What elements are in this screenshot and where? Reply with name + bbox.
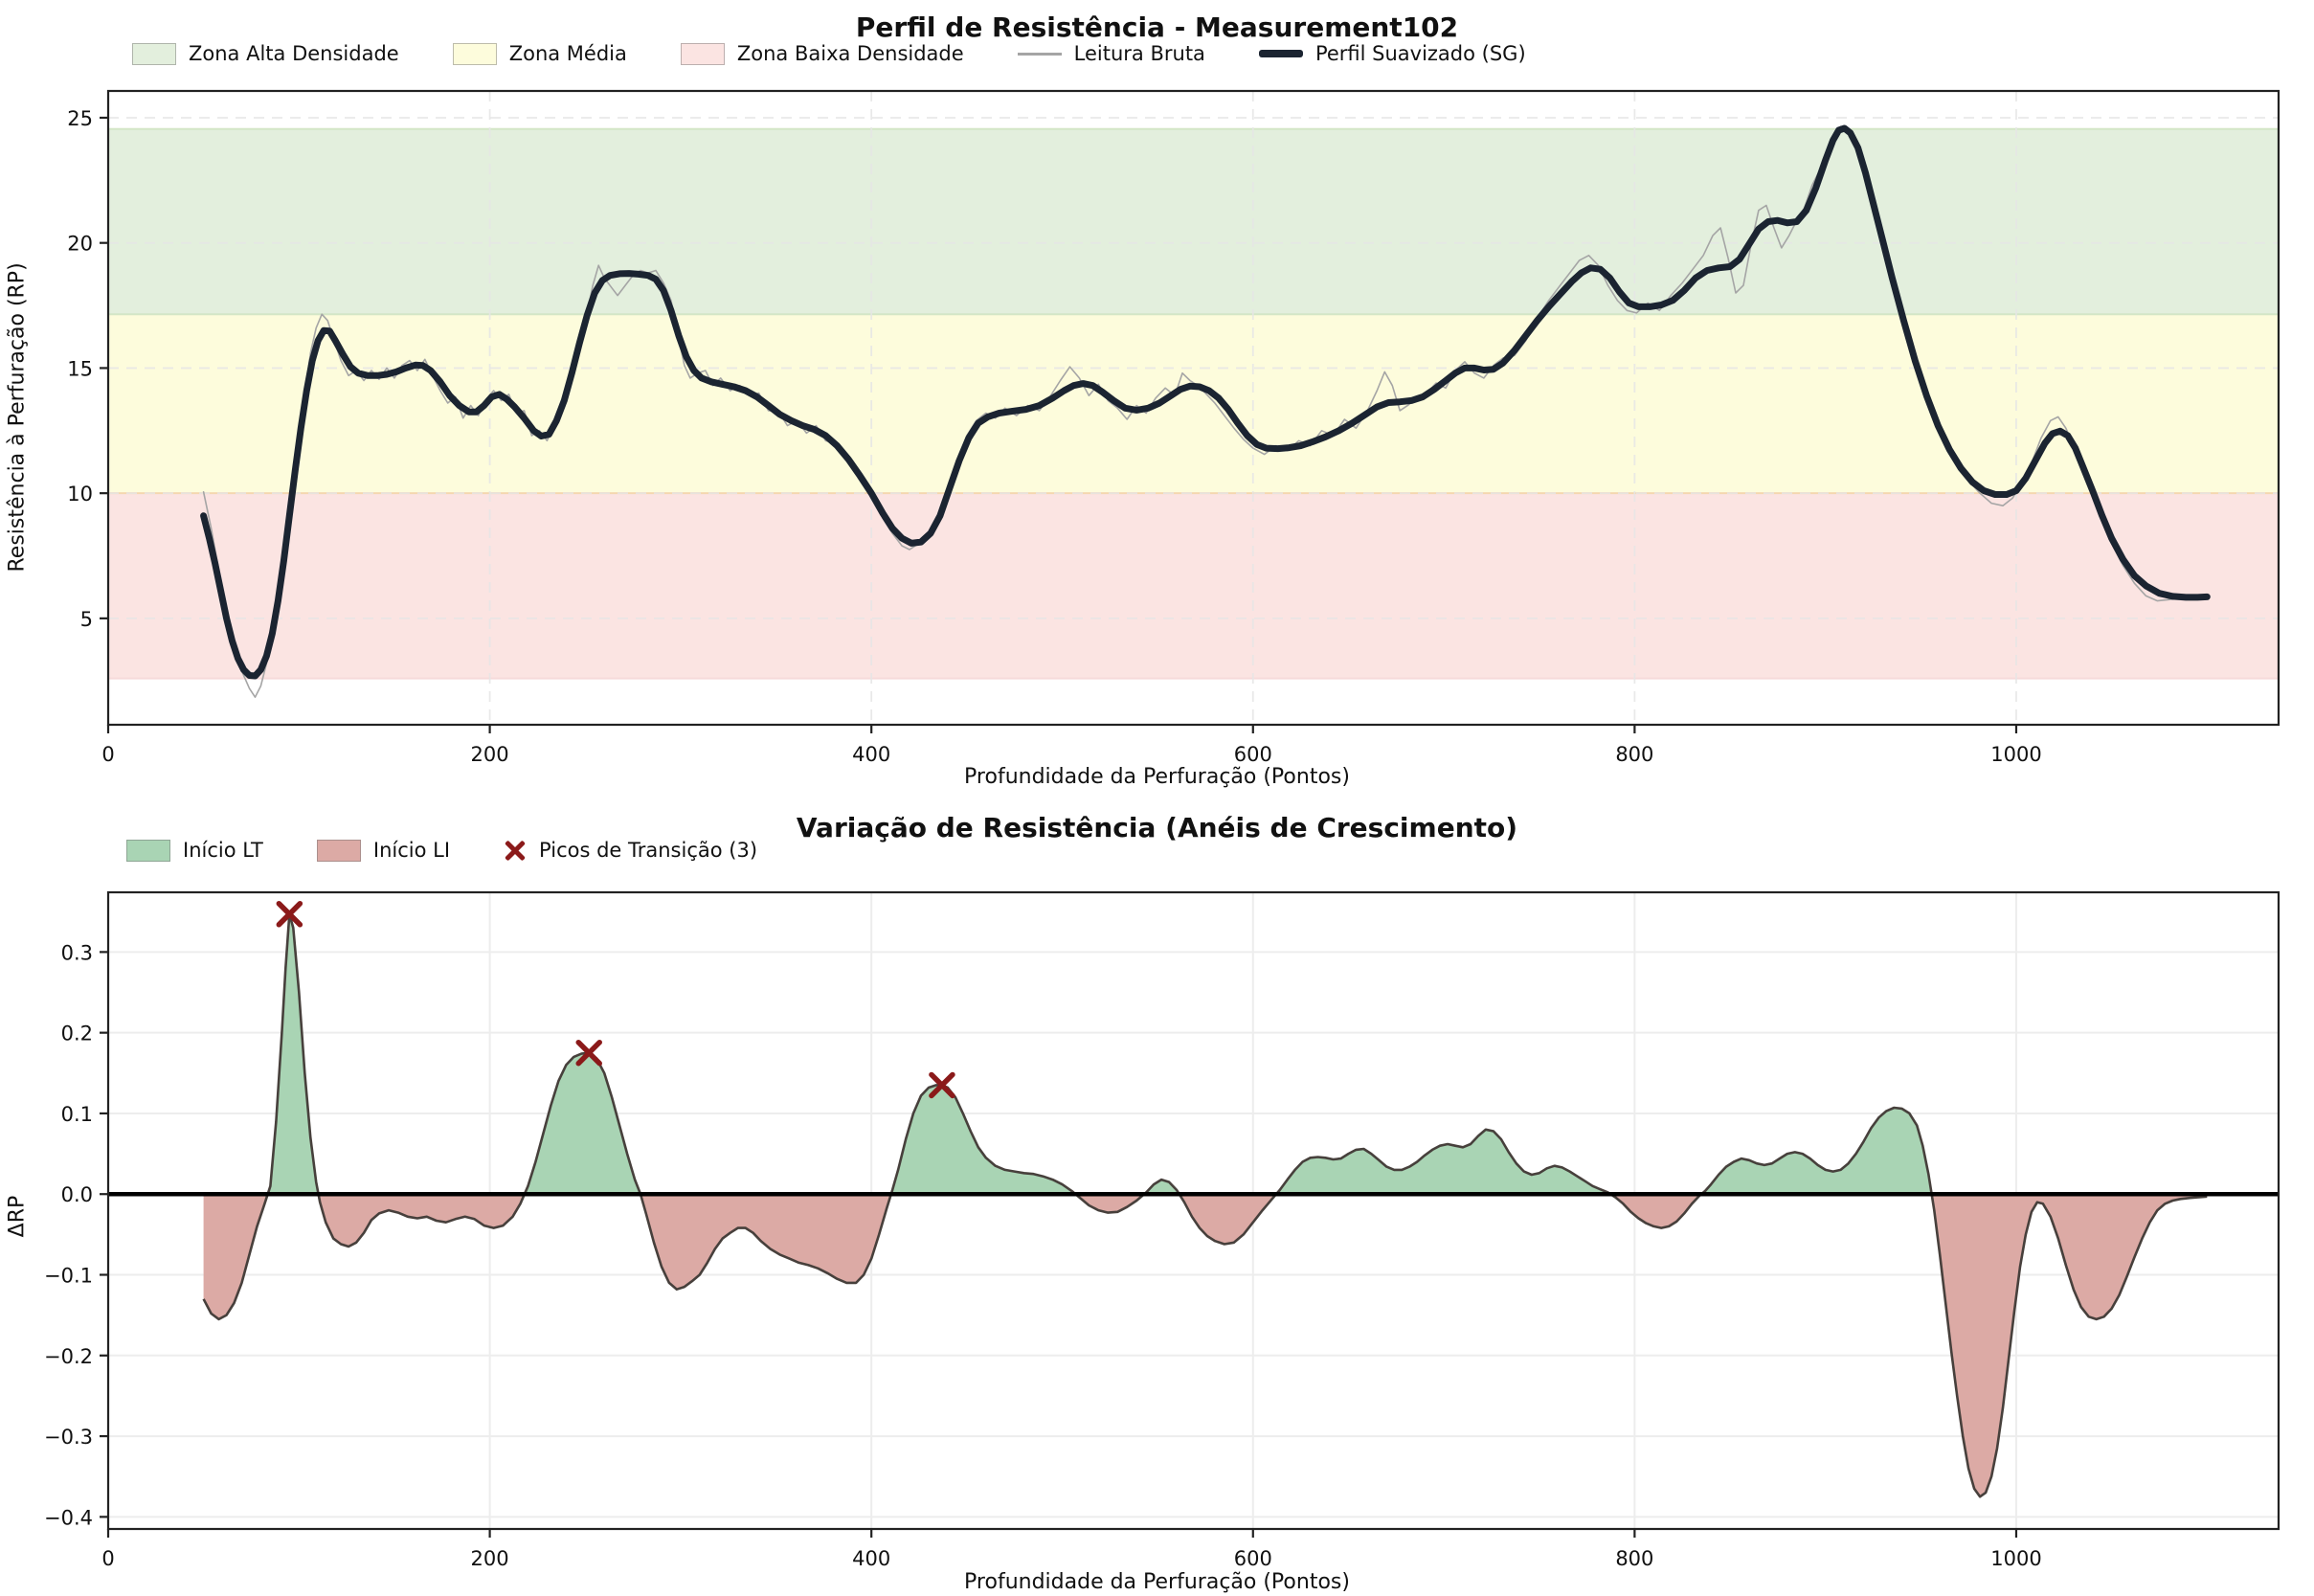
transition-peak-marker	[276, 901, 303, 928]
top-chart-legend: Zona Alta Densidade Zona Média Zona Baix…	[132, 42, 1526, 65]
legend-label: Zona Média	[508, 42, 627, 65]
bottom-x-tick-label: 800	[1615, 1547, 1653, 1570]
legend-label: Início LT	[183, 839, 263, 862]
bottom-y-tick-label: 0.2	[61, 1023, 93, 1045]
legend-item-zona-media: Zona Média	[452, 42, 627, 65]
bottom-chart-legend: Início LT Início LI Picos de Transição (…	[126, 839, 757, 862]
legend-label: Zona Baixa Densidade	[736, 42, 964, 65]
top-x-tick-label: 400	[852, 743, 890, 766]
negative-fill-swatch-icon	[316, 839, 361, 862]
legend-item-perfil-suavizado: Perfil Suavizado (SG)	[1258, 42, 1526, 65]
top-chart-title: Perfil de Resistência - Measurement102	[855, 11, 1459, 43]
bottom-chart-plot: 0 200 400 600 800 1000 0.3 0.2 0.1 0.0 −0.1 −0.2 −0.…	[44, 890, 2280, 1570]
bottom-y-tick-label: 0.1	[61, 1103, 93, 1126]
bottom-x-tick-label: 1000	[1990, 1547, 2041, 1570]
top-x-tick-label: 800	[1615, 743, 1653, 766]
delta-series-line	[202, 912, 2208, 1498]
zone-low-swatch-icon	[680, 42, 725, 65]
bottom-x-tick-label: 600	[1234, 1547, 1272, 1570]
raw-line-swatch-icon	[1017, 52, 1062, 56]
transition-peak-marker	[575, 1039, 602, 1067]
legend-item-zona-baixa: Zona Baixa Densidade	[680, 42, 964, 65]
legend-label: Perfil Suavizado (SG)	[1314, 42, 1526, 65]
legend-item-inicio-li: Início LI	[316, 839, 451, 862]
bottom-y-tick-label: −0.3	[44, 1426, 93, 1449]
positive-fill-swatch-icon	[126, 839, 170, 862]
legend-item-inicio-lt: Início LT	[126, 839, 263, 862]
legend-label: Início LI	[372, 839, 451, 862]
bottom-x-tick-label: 400	[852, 1547, 890, 1570]
legend-item-picos-transicao: Picos de Transição (3)	[504, 839, 757, 862]
bottom-y-tick-label: 0.3	[61, 941, 93, 964]
smooth-line-swatch-icon	[1258, 50, 1303, 57]
top-x-tick-label: 0	[101, 743, 114, 766]
top-chart-xlabel: Profundidade da Perfuração (Pontos)	[964, 765, 1350, 789]
top-y-tick-label: 25	[67, 107, 93, 130]
top-x-tick-label: 200	[471, 743, 509, 766]
legend-label: Picos de Transição (3)	[539, 839, 758, 862]
bottom-x-tick-label: 0	[101, 1547, 114, 1570]
top-y-tick-label: 10	[67, 483, 93, 506]
bottom-y-tick-label: −0.1	[44, 1265, 93, 1288]
legend-label: Zona Alta Densidade	[189, 42, 399, 65]
transition-peak-marker	[929, 1071, 955, 1099]
smooth-series-line	[200, 124, 2211, 680]
legend-item-zona-alta: Zona Alta Densidade	[132, 42, 399, 65]
top-x-tick-label: 1000	[1990, 743, 2041, 766]
top-chart-ylabel: Resistência à Perfuração (RP)	[5, 262, 30, 573]
bottom-x-tick-label: 200	[471, 1547, 509, 1570]
zone-band	[108, 128, 2279, 315]
bottom-chart-ylabel: ΔRP	[5, 1195, 30, 1238]
zone-high-swatch-icon	[132, 42, 176, 65]
zone-band	[108, 493, 2279, 679]
top-plot-border	[106, 89, 2280, 727]
negative-area-fill	[203, 1194, 2208, 1497]
top-y-tick-label: 15	[67, 357, 93, 380]
zone-band	[108, 314, 2279, 494]
bottom-chart-xlabel: Profundidade da Perfuração (Pontos)	[964, 1570, 1350, 1594]
bottom-y-tick-label: −0.2	[44, 1345, 93, 1368]
bottom-y-tick-label: 0.0	[61, 1183, 93, 1206]
bottom-chart-title: Variação de Resistência (Anéis de Cresci…	[796, 812, 1518, 843]
zone-mid-swatch-icon	[452, 42, 497, 65]
top-y-tick-label: 20	[67, 233, 93, 256]
x-marker-icon	[504, 839, 527, 862]
top-chart-plot: 0 200 400 600 800 1000 5 10 15 20 25	[67, 89, 2280, 766]
top-x-tick-label: 600	[1234, 743, 1272, 766]
bottom-y-tick-label: −0.4	[44, 1506, 93, 1529]
legend-label: Leitura Bruta	[1073, 42, 1205, 65]
legend-item-leitura-bruta: Leitura Bruta	[1017, 42, 1205, 65]
top-y-tick-label: 5	[80, 608, 93, 631]
bottom-plot-border	[106, 890, 2280, 1531]
